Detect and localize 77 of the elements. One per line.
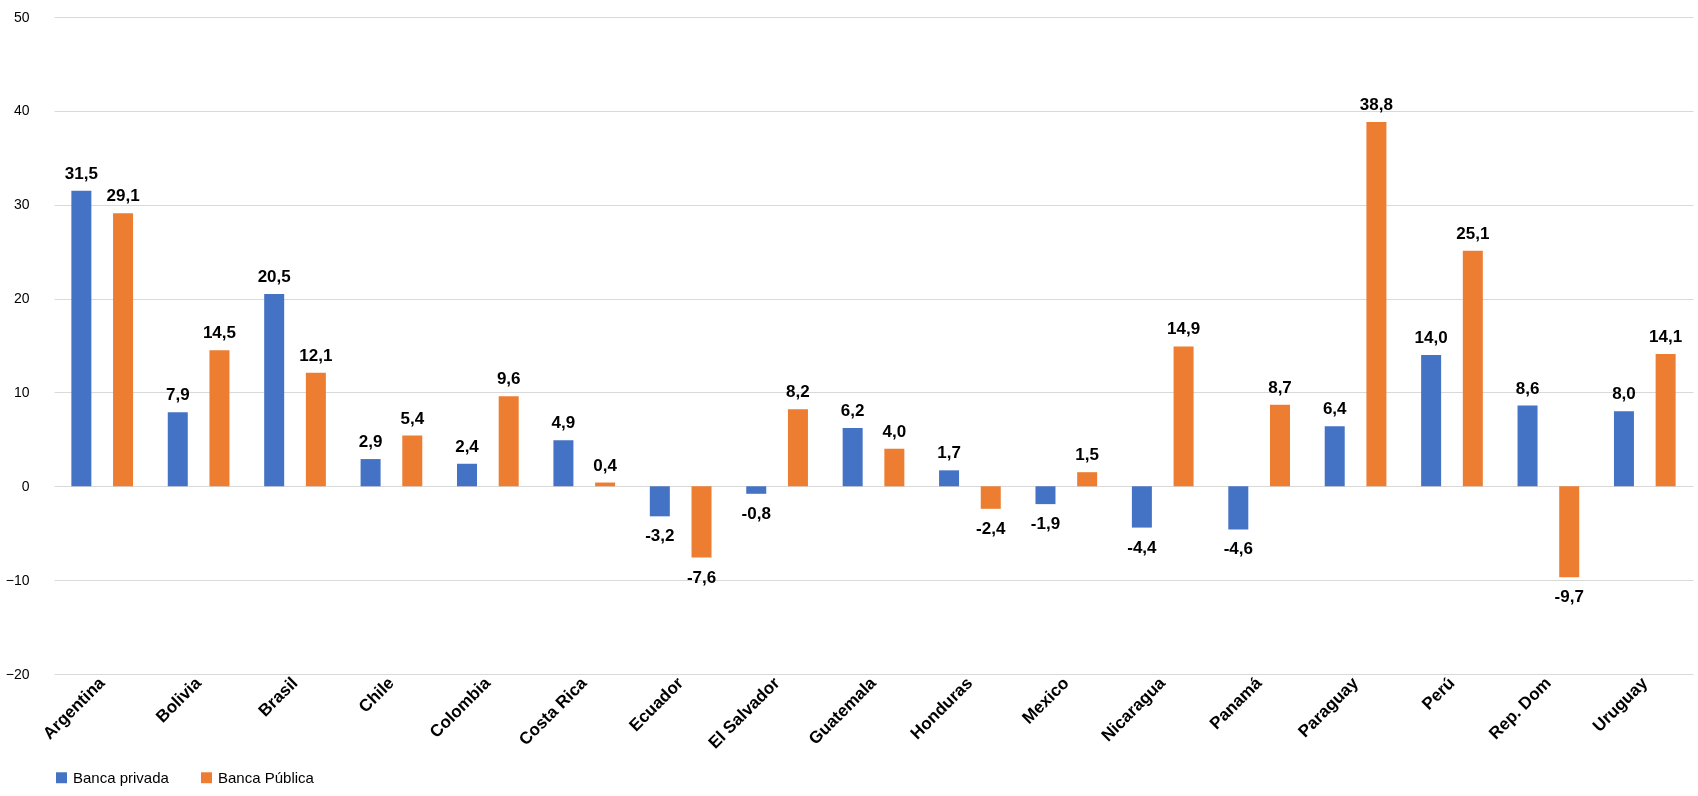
bar [746,486,767,494]
bar [113,213,134,487]
data-label: -9,7 [1554,587,1584,607]
data-label: 38,8 [1359,95,1393,115]
bar [305,372,326,487]
y-tick-label: 50 [13,8,30,25]
bar [402,435,423,487]
data-label: 25,1 [1456,223,1490,243]
data-label: 8,6 [1515,378,1540,398]
y-tick-label: −20 [5,665,30,682]
bar [553,440,574,487]
data-label: 8,2 [786,382,810,402]
bar [1462,250,1483,487]
data-label: -1,9 [1030,514,1061,534]
data-label: -0,8 [741,503,771,523]
data-label: 14,1 [1649,326,1683,346]
data-label: 14,0 [1414,327,1448,347]
bar [1421,354,1442,487]
data-label: -2,4 [976,518,1006,538]
data-label: 8,7 [1268,377,1292,397]
data-label: -3,2 [645,526,675,546]
bar [1613,411,1634,487]
bar [498,396,519,487]
y-tick-label: 10 [13,383,30,400]
bar [1228,486,1249,530]
data-label: -4,6 [1223,539,1253,559]
data-label: 12,1 [299,345,333,365]
y-tick-label: −10 [5,571,30,588]
data-label: 14,5 [202,323,237,343]
y-tick-label: 20 [13,290,30,307]
bar [649,486,670,517]
data-label: 14,9 [1167,319,1201,339]
data-label: 2,4 [455,436,480,456]
bar [167,412,188,487]
bar [842,428,863,487]
bar [939,470,960,487]
bar [1077,472,1098,487]
data-label: 0,4 [593,455,618,475]
y-tick-label: 40 [13,102,30,119]
bar [1366,122,1387,487]
bar [360,459,381,487]
legend-label: Banca privada [73,768,170,786]
data-label: 1,5 [1075,445,1099,465]
data-label: 9,6 [496,369,521,389]
data-label: 2,9 [358,432,383,452]
bar [1517,405,1538,487]
bar [1131,486,1152,528]
bar [691,486,712,558]
bar [209,350,230,487]
bar [1655,353,1676,487]
bar [787,409,808,487]
bar [71,190,92,487]
data-label: 5,4 [400,408,425,428]
y-tick-label: 0 [21,477,30,494]
data-label: 8,0 [1612,384,1636,404]
data-label: 7,9 [165,385,190,405]
data-label: -7,6 [686,567,717,587]
data-label: 20,5 [257,266,291,286]
data-label: 6,4 [1322,399,1348,419]
y-tick-label: 30 [13,196,30,213]
data-label: 31,5 [64,163,98,183]
bar [980,486,1001,509]
data-label: 1,7 [937,443,961,463]
bar [1035,486,1056,505]
legend-label: Banca Pública [218,768,315,786]
bar [457,463,478,487]
bar [1559,486,1580,578]
bar [1173,346,1194,487]
data-label: 6,2 [840,401,865,421]
bar [884,448,905,487]
bar [264,293,285,487]
bar [1269,404,1290,487]
data-label: -4,4 [1127,537,1158,557]
bar [1324,426,1345,487]
data-label: 29,1 [106,186,140,206]
data-label: 4,0 [882,421,907,441]
data-label: 4,9 [551,413,576,433]
